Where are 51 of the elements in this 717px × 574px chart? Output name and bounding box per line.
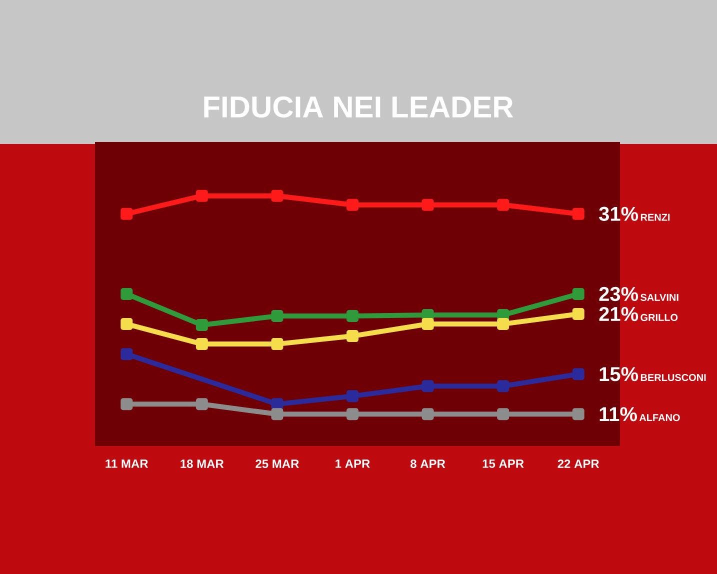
text: ALFANO — [639, 414, 680, 422]
point — [572, 208, 584, 220]
point — [120, 288, 133, 300]
point — [497, 198, 510, 211]
x-tick-label: 11 MAR — [106, 460, 148, 468]
data-label: 11% — [600, 407, 637, 422]
point — [271, 310, 284, 322]
x-tick-label: 8 APR — [410, 460, 446, 468]
x-tick-label: 18 MAR — [180, 460, 224, 468]
point — [346, 310, 359, 322]
text: RENZI — [640, 214, 670, 221]
point — [271, 398, 284, 410]
x-tick-label: 1 APR — [336, 460, 370, 468]
point — [497, 309, 510, 322]
point — [271, 408, 284, 420]
point — [271, 190, 284, 202]
point — [120, 318, 133, 330]
point — [346, 408, 359, 420]
chart-title: FIDUCIA NEI LEADER — [204, 96, 514, 118]
point — [346, 198, 359, 211]
point — [572, 308, 584, 320]
data-label: 23% — [599, 286, 638, 302]
point — [572, 408, 584, 420]
point — [422, 380, 434, 392]
point — [422, 198, 434, 211]
point — [120, 398, 133, 410]
text: BERLUSCONI — [640, 374, 706, 382]
point — [572, 288, 584, 300]
point — [422, 318, 434, 330]
point — [422, 408, 434, 420]
point — [196, 398, 208, 410]
point — [120, 208, 133, 220]
data-label: 21% — [599, 306, 638, 322]
data-label: 31% — [599, 206, 638, 221]
point — [271, 338, 284, 350]
text: GRILLO — [640, 314, 678, 322]
x-tick-label: 25 MAR — [256, 460, 299, 468]
point — [196, 338, 208, 350]
point — [196, 319, 208, 332]
point — [120, 348, 133, 360]
x-tick-label: 22 APR — [558, 460, 600, 468]
point — [497, 408, 510, 420]
text: SALVINI — [640, 294, 678, 301]
data-label: 15% — [600, 367, 638, 382]
point — [572, 368, 584, 380]
point — [497, 318, 510, 330]
point — [497, 380, 510, 392]
point — [196, 190, 208, 202]
x-tick-label: 15 APR — [482, 460, 524, 468]
point — [346, 330, 359, 342]
point — [346, 390, 359, 402]
